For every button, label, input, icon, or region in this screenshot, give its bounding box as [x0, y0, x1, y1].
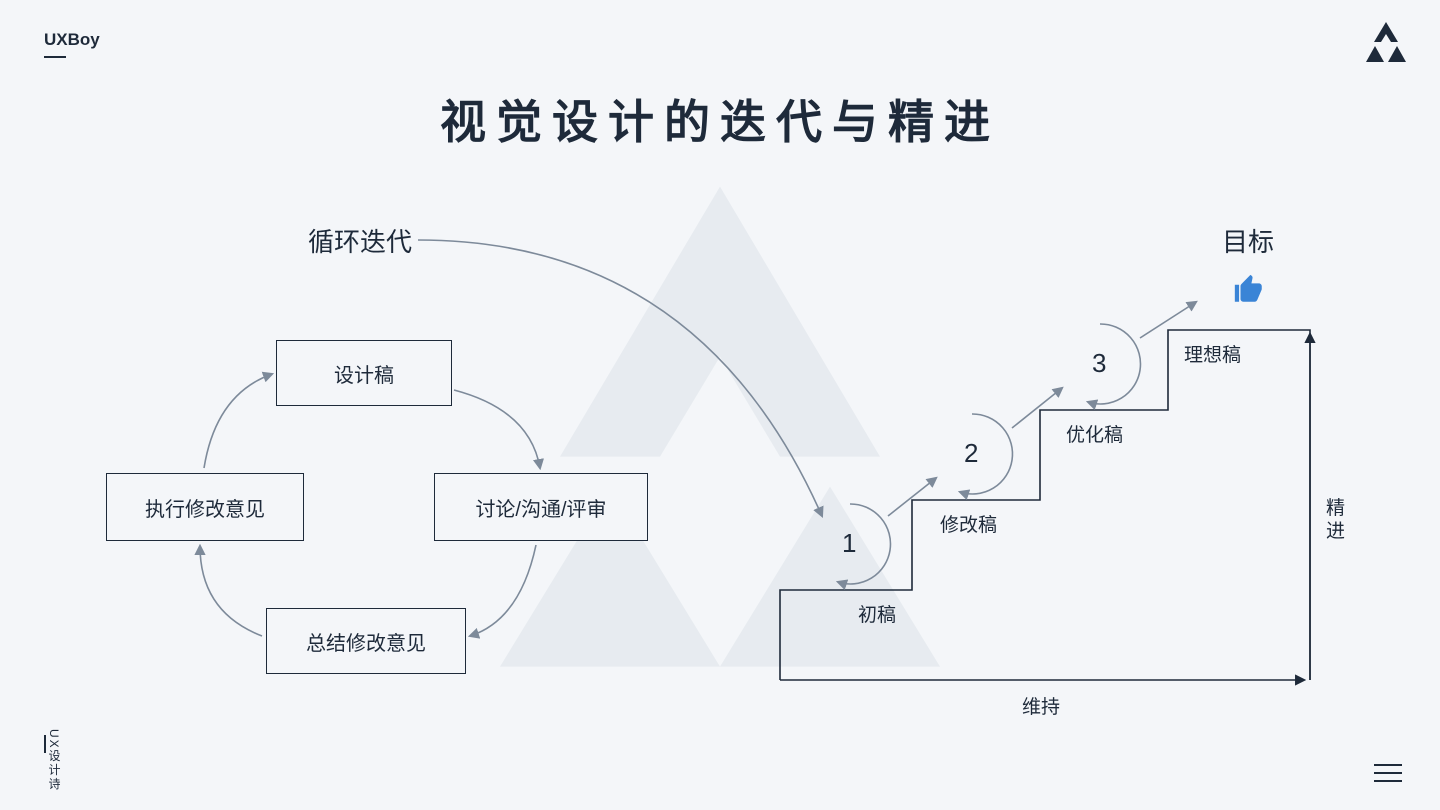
- step-label-1: 初稿: [858, 600, 896, 627]
- y-axis-text: 精进: [1326, 498, 1348, 544]
- step-circle-2: 2: [964, 438, 978, 469]
- step-circle-3: 3: [1092, 348, 1106, 379]
- goal-label: 目标: [1222, 222, 1274, 259]
- y-axis-label: 精进: [1326, 498, 1348, 544]
- step-label-3: 优化稿: [1066, 420, 1123, 447]
- thumbs-up-icon: [1232, 272, 1266, 311]
- x-axis-label: 维持: [1022, 692, 1060, 719]
- step-circle-1: 1: [842, 528, 856, 559]
- diagram-canvas: [0, 0, 1440, 810]
- step-label-2: 修改稿: [940, 510, 997, 537]
- final-step-label: 理想稿: [1184, 340, 1241, 367]
